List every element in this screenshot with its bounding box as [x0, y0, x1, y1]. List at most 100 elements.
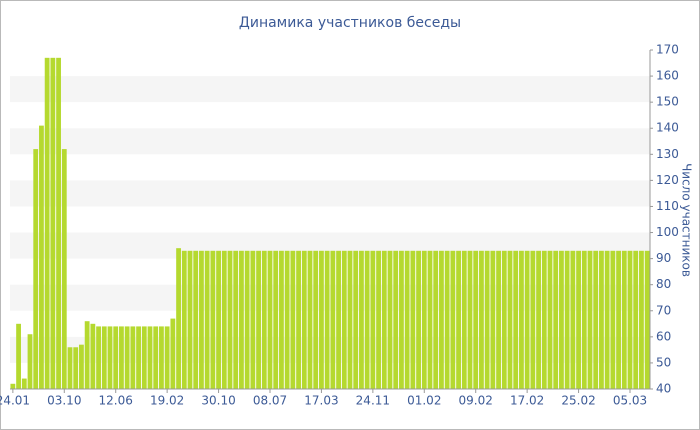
bar — [221, 250, 227, 389]
bar — [256, 250, 261, 389]
bar — [250, 250, 256, 389]
bar — [73, 347, 79, 389]
bar — [639, 250, 644, 389]
bar — [501, 250, 507, 389]
bar — [364, 250, 370, 389]
bar — [644, 250, 650, 389]
bar — [21, 378, 27, 389]
bar — [404, 250, 410, 389]
bar — [599, 250, 604, 389]
bar — [313, 250, 319, 389]
bar — [170, 318, 176, 389]
bar — [410, 250, 416, 389]
bar — [519, 250, 524, 389]
bar — [113, 326, 119, 389]
bar — [79, 344, 84, 389]
bar — [633, 250, 639, 389]
y-tick-label: 170 — [656, 43, 679, 57]
bar — [141, 326, 147, 389]
bar — [461, 250, 467, 389]
y-tick-label: 40 — [656, 382, 671, 396]
grid-band — [10, 180, 650, 207]
bar — [84, 321, 90, 389]
bar — [130, 326, 136, 389]
bar — [444, 250, 450, 389]
bar — [44, 57, 50, 389]
bar — [581, 250, 587, 389]
bar — [399, 250, 404, 389]
bar — [604, 250, 610, 389]
bar — [381, 250, 387, 389]
x-tick-label: 08.07 — [253, 394, 287, 408]
bar — [301, 250, 307, 389]
bar — [261, 250, 267, 389]
chart-title: Динамика участников беседы — [239, 15, 461, 31]
bar — [10, 383, 16, 389]
bar — [50, 57, 56, 389]
bar — [467, 250, 473, 389]
x-tick-label: 01.02 — [407, 394, 441, 408]
bar — [427, 250, 433, 389]
y-tick-label: 140 — [656, 121, 679, 135]
bar — [273, 250, 279, 389]
bar — [199, 250, 204, 389]
bar — [616, 250, 621, 389]
bar — [513, 250, 519, 389]
x-tick-label: 17.02 — [510, 394, 544, 408]
bar — [61, 149, 67, 389]
bar — [496, 250, 501, 389]
bar — [621, 250, 627, 389]
x-tick-label: 24.11 — [356, 394, 390, 408]
bar — [484, 250, 490, 389]
bar — [56, 57, 61, 389]
bar — [479, 250, 484, 389]
y-tick-label: 90 — [656, 251, 671, 265]
bar — [16, 323, 21, 389]
y-tick-label: 100 — [656, 225, 679, 239]
bar — [587, 250, 593, 389]
x-tick-label: 09.02 — [459, 394, 493, 408]
x-tick-label: 12.06 — [99, 394, 133, 408]
bar — [541, 250, 547, 389]
bar — [210, 250, 216, 389]
bar — [530, 250, 536, 389]
bar — [553, 250, 559, 389]
grid-band — [10, 128, 650, 155]
bar — [524, 250, 530, 389]
bar — [290, 250, 296, 389]
y-axis-label: Число участников — [680, 163, 694, 277]
bar — [239, 250, 244, 389]
bar — [204, 250, 210, 389]
bar — [164, 326, 170, 389]
y-tick-label: 130 — [656, 147, 679, 161]
bar — [101, 326, 107, 389]
bar — [296, 250, 301, 389]
bar — [421, 250, 427, 389]
bar — [319, 250, 324, 389]
bar — [416, 250, 421, 389]
bar — [27, 334, 33, 389]
bar — [176, 248, 181, 389]
bar — [353, 250, 359, 389]
bar — [119, 326, 124, 389]
bar — [153, 326, 159, 389]
bar — [347, 250, 353, 389]
bar — [490, 250, 496, 389]
bar — [307, 250, 313, 389]
bar — [341, 250, 347, 389]
bar — [559, 250, 564, 389]
x-tick-label: 30.10 — [201, 394, 235, 408]
bar — [370, 250, 376, 389]
bar — [233, 250, 239, 389]
bar — [136, 326, 141, 389]
bar — [267, 250, 273, 389]
bar — [181, 250, 187, 389]
bar — [124, 326, 130, 389]
bar — [439, 250, 444, 389]
bar — [393, 250, 399, 389]
bar — [433, 250, 439, 389]
bar — [450, 250, 456, 389]
bar — [336, 250, 341, 389]
bar — [359, 250, 364, 389]
x-tick-label: 17.03 — [304, 394, 338, 408]
